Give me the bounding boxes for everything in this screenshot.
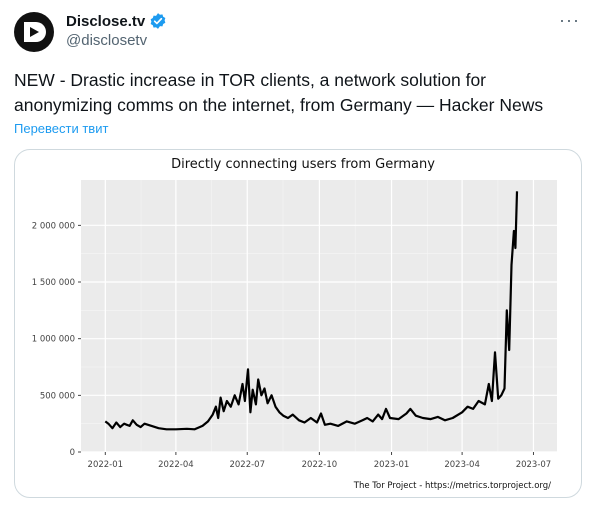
x-tick-label: 2023-04 [444,460,480,470]
x-tick-label: 2022-01 [88,460,124,470]
x-tick-label: 2022-10 [302,460,338,470]
series-line [104,191,519,431]
tweet-text: NEW - Drastic increase in TOR clients, a… [14,70,544,115]
more-options-icon[interactable]: ··· [559,10,580,30]
y-tick-label: 0 [70,448,75,458]
chart-title: Directly connecting users from Germany [171,157,435,172]
author-name-row: Disclose.tv [66,12,167,30]
tor-users-chart: Directly connecting users from Germany 0… [32,157,557,491]
tweet-media-chart[interactable]: Directly connecting users from Germany 0… [14,149,582,498]
x-tick-label: 2022-07 [229,460,265,470]
x-tick-label: 2022-04 [158,460,194,470]
author-handle[interactable]: @disclosetv [66,32,148,49]
avatar[interactable] [14,12,54,52]
verified-badge-icon [150,13,166,29]
y-tick-label: 2 000 000 [32,221,75,231]
x-tick-label: 2023-01 [374,460,410,470]
author-name[interactable]: Disclose.tv [66,12,146,30]
y-tick-label: 1 500 000 [32,278,75,288]
y-tick-label: 1 000 000 [32,335,75,345]
x-tick-label: 2023-07 [516,460,552,470]
translate-tweet-link[interactable]: Перевести твит [14,121,109,136]
y-tick-label: 500 000 [40,391,75,401]
disclose-logo-icon [24,22,46,42]
chart-source-note: The Tor Project - https://metrics.torpro… [353,481,551,491]
